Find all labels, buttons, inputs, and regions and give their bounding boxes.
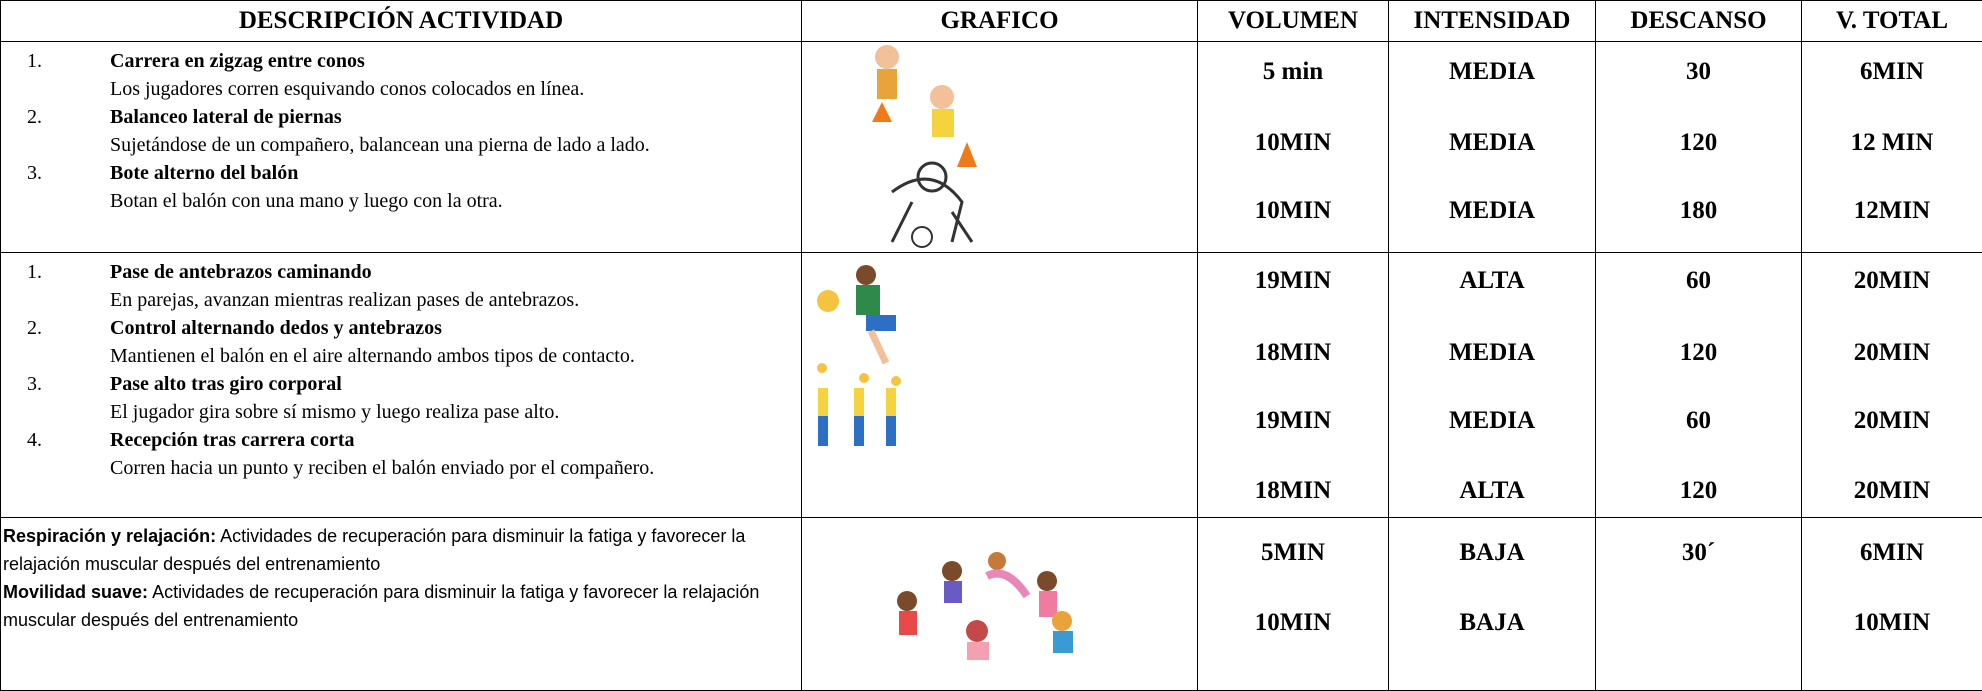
intensidad-cell: ALTA MEDIA MEDIA ALTA bbox=[1388, 252, 1596, 518]
description-cell: 1. Carrera en zigzag entre conos Los jugad… bbox=[0, 41, 802, 253]
table-body: 1. Carrera en zigzag entre conos Los jugad… bbox=[0, 41, 1982, 691]
intensidad-value: BAJA bbox=[1459, 609, 1525, 636]
descanso-value: 120 bbox=[1679, 339, 1718, 366]
item-description: En parejas, avanzan mientras realizan pa… bbox=[110, 289, 580, 311]
descanso-cell: 30 120 180 bbox=[1595, 41, 1802, 253]
item-description: Sujetándose de un compañero, balancean u… bbox=[110, 134, 650, 156]
section-row: Respiración y relajación: Actividades de… bbox=[0, 517, 1982, 691]
descanso-value: 180 bbox=[1679, 197, 1718, 224]
graphic-cell bbox=[801, 252, 1198, 518]
description-cell: Respiración y relajación: Actividades de… bbox=[0, 517, 802, 691]
item-paragraph: Movilidad suave: Actividades de recupera… bbox=[3, 578, 795, 634]
descanso-value: 120 bbox=[1679, 129, 1718, 156]
intensidad-value: ALTA bbox=[1459, 267, 1525, 294]
volumen-value: 10MIN bbox=[1254, 129, 1332, 156]
volumen-cell: 5MIN 10MIN bbox=[1197, 517, 1389, 691]
descanso-value: 120 bbox=[1679, 477, 1718, 504]
illustration bbox=[897, 552, 1073, 660]
descanso-cell: 30´ bbox=[1595, 517, 1802, 691]
item-number: 2. bbox=[27, 317, 42, 339]
intensidad-value: MEDIA bbox=[1448, 129, 1536, 156]
total-cell: 20MIN 20MIN 20MIN 20MIN bbox=[1801, 252, 1982, 518]
volumen-cell: 5 min 10MIN 10MIN bbox=[1197, 41, 1389, 253]
item-paragraph: Respiración y relajación: Actividades de… bbox=[3, 522, 795, 578]
total-value: 20MIN bbox=[1853, 407, 1931, 434]
item-number: 1. bbox=[27, 50, 42, 72]
graphic-cell bbox=[801, 41, 1198, 253]
descanso-cell: 60 120 60 120 bbox=[1595, 252, 1802, 518]
item-title: Bote alterno del balón bbox=[110, 162, 299, 184]
illustration bbox=[817, 265, 901, 446]
graphic-cell bbox=[801, 517, 1198, 691]
header-cell: VOLUMEN bbox=[1197, 0, 1389, 42]
section-row: 1. Carrera en zigzag entre conos Los jugad… bbox=[0, 41, 1982, 253]
total-value: 20MIN bbox=[1853, 477, 1931, 504]
total-value: 6MIN bbox=[1860, 539, 1924, 566]
item-title: Pase alto tras giro corporal bbox=[110, 373, 342, 395]
item-description: Actividades de recuperación para disminu… bbox=[3, 582, 760, 630]
total-cell: 6MIN 10MIN bbox=[1801, 517, 1982, 691]
intensidad-value: BAJA bbox=[1459, 539, 1525, 566]
volumen-value: 18MIN bbox=[1254, 339, 1332, 366]
header-row: DESCRIPCIÓN ACTIVIDAD GRAFICO VOLUMEN INTEN… bbox=[0, 0, 1982, 42]
item-description: Actividades de recuperación para disminu… bbox=[3, 526, 746, 574]
item-description: Mantienen el balón en el aire alternando… bbox=[110, 345, 635, 367]
intensidad-value: MEDIA bbox=[1448, 339, 1536, 366]
volumen-value: 19MIN bbox=[1254, 407, 1332, 434]
section-row: 1. Pase de antebrazos caminando En parejas… bbox=[0, 252, 1982, 518]
total-value: 20MIN bbox=[1853, 339, 1931, 366]
total-value: 10MIN bbox=[1853, 609, 1931, 636]
illustration bbox=[872, 45, 977, 248]
volumen-value: 10MIN bbox=[1254, 609, 1332, 636]
item-description: El jugador gira sobre sí mismo y luego r… bbox=[110, 401, 560, 423]
intensidad-cell: BAJA BAJA bbox=[1388, 517, 1596, 691]
item-title: Recepción tras carrera corta bbox=[110, 429, 355, 451]
header-cell: INTENSIDAD bbox=[1388, 0, 1596, 42]
total-value: 6MIN bbox=[1860, 58, 1924, 85]
header-cell: DESCRIPCIÓN ACTIVIDAD bbox=[0, 0, 802, 42]
descanso-value: 30´ bbox=[1681, 539, 1716, 566]
intensidad-value: MEDIA bbox=[1448, 58, 1536, 85]
item-title: Carrera en zigzag entre conos bbox=[110, 50, 365, 72]
description-cell: 1. Pase de antebrazos caminando En parejas… bbox=[0, 252, 802, 518]
item-number: 2. bbox=[27, 106, 42, 128]
total-value: 12 MIN bbox=[1850, 129, 1934, 156]
volumen-value: 5 min bbox=[1262, 58, 1324, 85]
item-number: 1. bbox=[27, 261, 42, 283]
volumen-value: 5MIN bbox=[1261, 539, 1325, 566]
item-title: Respiración y relajación: bbox=[3, 526, 217, 546]
header-cell: GRAFICO bbox=[801, 0, 1198, 42]
item-title: Control alternando dedos y antebrazos bbox=[110, 317, 442, 339]
header-cell: DESCANSO bbox=[1595, 0, 1802, 42]
item-number: 4. bbox=[27, 429, 42, 451]
intensidad-cell: MEDIA MEDIA MEDIA bbox=[1388, 41, 1596, 253]
total-value: 12MIN bbox=[1853, 197, 1931, 224]
volumen-value: 19MIN bbox=[1254, 267, 1332, 294]
item-number: 3. bbox=[27, 162, 42, 184]
item-number: 3. bbox=[27, 373, 42, 395]
descanso-value: 30 bbox=[1686, 58, 1711, 85]
intensidad-value: ALTA bbox=[1459, 477, 1525, 504]
item-description: Botan el balón con una mano y luego con … bbox=[110, 190, 503, 212]
descanso-value: 60 bbox=[1686, 267, 1711, 294]
volumen-value: 10MIN bbox=[1254, 197, 1332, 224]
item-title: Balanceo lateral de piernas bbox=[110, 106, 342, 128]
item-description: Los jugadores corren esquivando conos co… bbox=[110, 78, 585, 100]
descanso-value: 60 bbox=[1686, 407, 1711, 434]
total-cell: 6MIN 12 MIN 12MIN bbox=[1801, 41, 1982, 253]
item-description: Corren hacia un punto y reciben el balón… bbox=[110, 457, 655, 479]
item-title: Movilidad suave: bbox=[3, 582, 149, 602]
intensidad-value: MEDIA bbox=[1448, 407, 1536, 434]
total-value: 20MIN bbox=[1853, 267, 1931, 294]
intensidad-value: MEDIA bbox=[1448, 197, 1536, 224]
header-cell: V. TOTAL bbox=[1801, 0, 1982, 42]
item-title: Pase de antebrazos caminando bbox=[110, 261, 372, 283]
volumen-value: 18MIN bbox=[1254, 477, 1332, 504]
volumen-cell: 19MIN 18MIN 19MIN 18MIN bbox=[1197, 252, 1389, 518]
